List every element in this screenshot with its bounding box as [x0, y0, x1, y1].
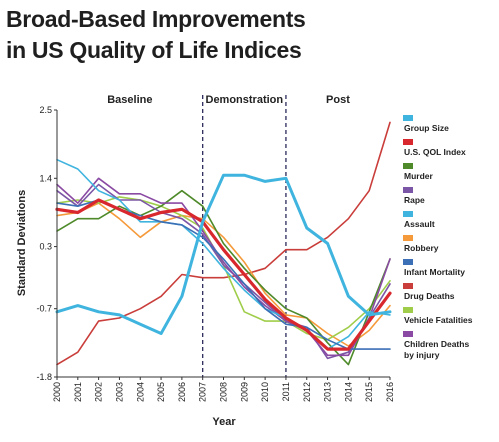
legend-item: U.S. QOL Index — [403, 139, 466, 157]
legend-item: Murder — [403, 163, 434, 181]
legend-label: Murder — [404, 171, 434, 181]
x-tick-label: 2002 — [94, 382, 104, 402]
phase-lines — [202, 95, 287, 377]
phase-label: Post — [326, 94, 350, 106]
legend-label: Drug Deaths — [404, 291, 455, 301]
legend-swatch — [403, 331, 413, 337]
y-axis-label: Standard Deviations — [16, 190, 28, 296]
x-tick-label: 2001 — [73, 382, 83, 402]
legend-swatch — [403, 307, 413, 313]
legend-label: Robbery — [404, 243, 439, 253]
legend-swatch — [403, 211, 413, 217]
legend-item: Vehicle Fatalities — [403, 307, 473, 325]
x-tick-label: 2013 — [323, 382, 333, 402]
axis-labels: Standard Deviations Year — [16, 190, 236, 428]
y-tick-label: 1.4 — [39, 173, 52, 183]
legend-item: Group Size — [403, 115, 449, 133]
series-layer — [55, 121, 392, 366]
legend-label: Group Size — [404, 123, 449, 133]
x-tick-label: 2004 — [135, 382, 145, 402]
legend-item: Assault — [403, 211, 435, 229]
legend-swatch — [403, 139, 413, 145]
series-line-robbery — [56, 202, 391, 347]
series-line-children-deaths-by-injury — [56, 177, 391, 357]
series-line-group-size — [55, 173, 392, 335]
legend: Group Size U.S. QOL Index Murder Rape Assaul… — [403, 115, 473, 360]
series-line-drug-deaths — [56, 121, 391, 366]
x-tick-label: 2009 — [239, 382, 249, 402]
legend-label: Infant Mortality — [404, 267, 465, 277]
x-tick-label: 2006 — [177, 382, 187, 402]
legend-swatch — [403, 163, 413, 169]
x-tick-label: 2010 — [260, 382, 270, 402]
y-tick-label: -0.7 — [36, 304, 52, 314]
x-tick-label: 2008 — [219, 382, 229, 402]
x-axis-label: Year — [212, 416, 236, 428]
legend-label: Assault — [404, 219, 435, 229]
y-tick-label: 2.5 — [39, 105, 52, 115]
legend-label: by injury — [404, 350, 440, 360]
legend-item: Drug Deaths — [403, 283, 455, 301]
x-tick-label: 2014 — [343, 382, 353, 402]
x-tick-label: 2012 — [302, 382, 312, 402]
x-tick-labels: 2000 2001 2002 2003 2004 2005 2006 2007 2008 2009… — [52, 377, 395, 402]
legend-swatch — [403, 187, 413, 193]
legend-item: Robbery — [403, 235, 439, 253]
series-line-assault — [56, 158, 391, 350]
legend-label: Rape — [404, 195, 425, 205]
legend-swatch — [403, 235, 413, 241]
x-tick-label: 2000 — [52, 382, 62, 402]
series-line-rape — [56, 183, 391, 360]
legend-label: Vehicle Fatalities — [404, 315, 473, 325]
y-tick-labels: 2.5 1.4 0.3 -0.7 -1.8 — [36, 105, 57, 382]
legend-label: U.S. QOL Index — [404, 147, 466, 157]
phase-labels: Baseline Demonstration Post — [107, 94, 350, 106]
legend-swatch — [403, 259, 413, 265]
y-tick-label: 0.3 — [39, 242, 52, 252]
x-tick-label: 2003 — [114, 382, 124, 402]
chart-title: Broad-Based Improvements in US Quality o… — [6, 4, 306, 66]
phase-label: Demonstration — [206, 94, 284, 106]
title-line-2: in US Quality of Life Indices — [6, 37, 302, 63]
series-line-u-s-qol-index — [55, 198, 392, 351]
legend-swatch — [403, 283, 413, 289]
x-tick-label: 2016 — [385, 382, 395, 402]
x-tick-label: 2011 — [281, 382, 291, 401]
legend-item: Infant Mortality — [403, 259, 465, 277]
x-tick-label: 2007 — [198, 382, 208, 402]
legend-swatch — [403, 115, 413, 121]
x-tick-label: 2015 — [364, 382, 374, 402]
x-tick-label: 2005 — [156, 382, 166, 402]
phase-label: Baseline — [107, 94, 152, 106]
legend-label: Children Deaths — [404, 339, 469, 349]
title-line-1: Broad-Based Improvements — [6, 6, 306, 32]
legend-item: Rape — [403, 187, 425, 205]
y-tick-label: -1.8 — [36, 372, 52, 382]
